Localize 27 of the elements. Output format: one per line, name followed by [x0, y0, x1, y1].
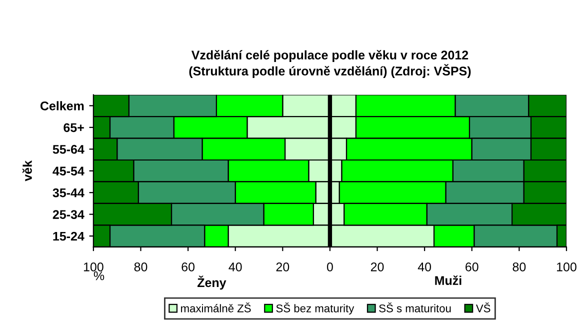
x-tick-label: 40	[418, 262, 432, 272]
legend-label: SŠ s maturitou	[379, 302, 451, 312]
y-tick-label: Celkem	[40, 101, 84, 110]
y-tick-label: 25-34	[52, 210, 84, 219]
y-tick-label: 65+	[64, 123, 84, 132]
x-tick-label: 40	[228, 262, 242, 272]
legend-label: VŠ	[476, 302, 490, 312]
y-axis-title: věk	[22, 160, 32, 182]
x-tick-label: 80	[134, 262, 148, 272]
x-tick-label: 60	[182, 262, 195, 272]
x-tick-label: 100	[84, 262, 104, 272]
y-tick-label: 15-24	[53, 232, 84, 241]
text: Ženy	[197, 276, 226, 290]
chart-title: Vzdělání celé populace podle věku v roce 2012 (Struktura podle úrovně vzdělání) (Zdroj: VŠPS)	[189, 50, 471, 78]
y-tick-label: 45-54	[52, 166, 84, 176]
text: Muži	[435, 276, 462, 285]
y-tick-label: 35-44	[52, 188, 84, 198]
x-tick-label: 80	[512, 262, 526, 272]
x-tick-label: 100	[557, 262, 576, 272]
y-tick-label: 55-64	[52, 144, 84, 154]
x-axis-title: %	[94, 271, 104, 280]
x-tick-label: 60	[466, 262, 478, 272]
legend-label: SŠ bez maturity	[276, 302, 354, 315]
x-tick-label: 20	[370, 262, 384, 272]
legend-label: maximálně ZŠ	[181, 302, 251, 312]
x-tick-label: 20	[276, 262, 290, 272]
x-tick-label: 0	[326, 262, 333, 272]
